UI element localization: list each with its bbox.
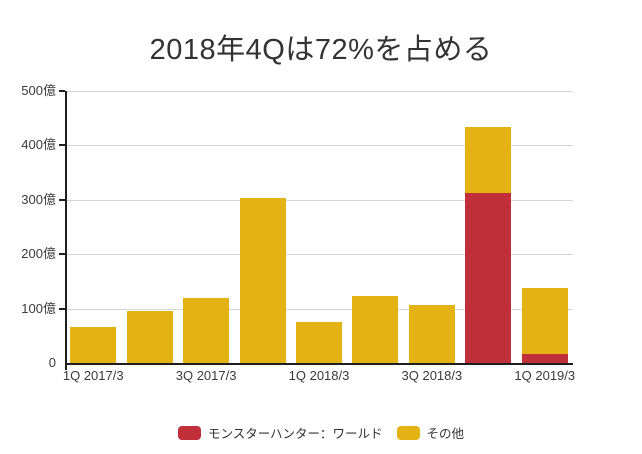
bar-segment-other xyxy=(126,311,173,363)
y-axis-label: 100億 xyxy=(21,300,56,316)
y-axis-tick xyxy=(59,307,65,310)
grid-line xyxy=(65,199,573,201)
legend-label: その他 xyxy=(426,427,465,441)
bar-segment-other xyxy=(521,288,568,354)
grid-line xyxy=(65,91,573,92)
bar-segment-other xyxy=(408,304,455,363)
bar-chart: 0 100億 200億 300億 400億 500億 1Q 2017/3 3Q 2017/3 1… xyxy=(21,83,576,383)
legend-swatch xyxy=(177,425,201,440)
y-axis-label: 200億 xyxy=(21,246,56,262)
bar-segment-other xyxy=(183,297,230,363)
y-axis-line xyxy=(65,91,67,365)
y-axis-tick xyxy=(59,253,65,256)
x-axis-label: 3Q 2018/3 xyxy=(401,368,463,383)
bar-segment-other xyxy=(70,327,117,363)
chart-legend: モンスターハンター：ワールド その他 xyxy=(0,423,642,442)
grid-line xyxy=(65,145,573,147)
x-axis-line xyxy=(65,363,573,365)
legend-item: その他 xyxy=(396,423,465,442)
grid-line xyxy=(65,308,573,310)
y-axis-label: 0 xyxy=(48,355,56,370)
bar-segment-monster-hunter xyxy=(465,192,512,363)
legend-label: モンスターハンター：ワールド xyxy=(207,427,383,441)
chart-title: 2018年4Qは72%を占める xyxy=(149,34,493,66)
y-axis-label: 400億 xyxy=(21,137,56,153)
legend-swatch xyxy=(396,425,420,440)
y-axis-label: 500億 xyxy=(21,83,56,98)
bar-segment-other xyxy=(465,127,512,193)
bar-segment-other xyxy=(239,198,286,363)
bar-segment-other xyxy=(352,295,399,363)
bar-segment-other xyxy=(296,321,342,363)
y-axis-tick xyxy=(59,90,65,92)
grid-line xyxy=(65,254,573,256)
legend-item: モンスターハンター：ワールド xyxy=(177,423,383,442)
x-axis-label: 1Q 2017/3 xyxy=(62,368,124,383)
x-axis-label: 1Q 2019/3 xyxy=(514,368,576,383)
y-axis-tick xyxy=(59,198,65,201)
bar-segment-monster-hunter xyxy=(521,353,568,363)
y-axis-tick xyxy=(59,144,65,147)
x-axis-corner-tick xyxy=(65,365,67,370)
x-axis-label: 3Q 2017/3 xyxy=(175,368,237,383)
y-axis-label: 300億 xyxy=(21,191,56,207)
x-axis-label: 1Q 2018/3 xyxy=(288,368,350,383)
